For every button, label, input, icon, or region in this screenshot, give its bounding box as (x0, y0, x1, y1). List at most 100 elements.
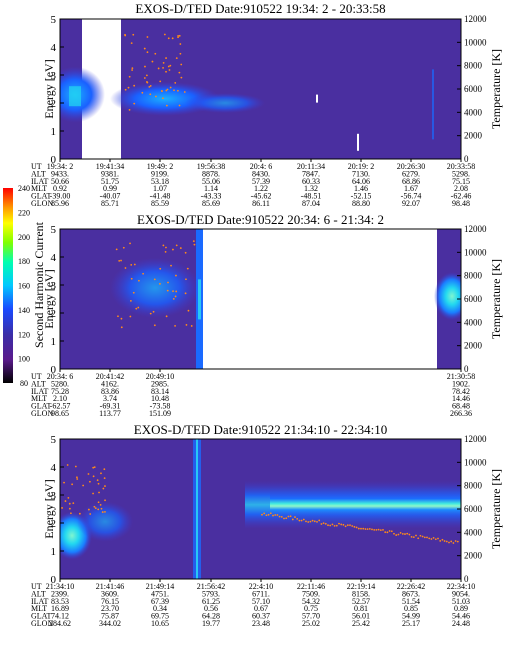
temperature-point (149, 312, 152, 315)
temperature-point (388, 530, 391, 532)
temperature-point (379, 529, 382, 531)
temperature-point (190, 325, 193, 327)
orbit-value: -48.51 (301, 192, 322, 201)
colorbar-tick-label: 160 (18, 282, 30, 291)
temperature-point (412, 536, 415, 539)
orbit-value: 61.25 (202, 597, 220, 606)
temperature-point (127, 86, 130, 89)
temperature-point (298, 519, 301, 522)
temperature-point (130, 277, 133, 280)
temperature-point (346, 524, 349, 527)
orbit-row-label: MLT (31, 394, 47, 403)
orbit-value: 83.14 (151, 387, 169, 396)
orbit-value: 8878. (202, 169, 220, 178)
temperature-point (179, 52, 182, 55)
y2-axis-label: Temperature [K] (489, 469, 503, 549)
temperature-point (177, 34, 180, 37)
orbit-row-label: GLON (31, 409, 53, 418)
orbit-value: -41.48 (150, 192, 171, 201)
temperature-point (146, 51, 149, 54)
y-axis-tick-label: 3 (51, 280, 57, 292)
temperature-point (124, 267, 127, 269)
temperature-point (344, 525, 347, 528)
spectral-intensity-blob (185, 93, 265, 113)
temperature-point (162, 97, 164, 100)
orbit-value: 92.07 (402, 199, 420, 208)
orbit-value: 54.99 (402, 612, 420, 621)
orbit-value: 53.18 (151, 177, 169, 186)
orbit-row-label: ALT (31, 589, 46, 598)
temperature-point (419, 534, 422, 537)
temperature-point (129, 242, 131, 245)
y2-axis-tick-label: 10000 (464, 457, 487, 467)
orbit-value: 57.70 (302, 612, 320, 621)
orbit-value: 9199. (151, 169, 169, 178)
temperature-point (175, 244, 178, 247)
temperature-point (71, 483, 74, 486)
temperature-point (187, 309, 190, 312)
orbit-value: 75.28 (51, 387, 69, 396)
temperature-point (183, 91, 186, 93)
orbit-value: 64.06 (352, 177, 370, 186)
temperature-point (329, 524, 332, 527)
orbit-value: 3609. (101, 589, 119, 598)
orbit-value: 0.99 (103, 184, 117, 193)
colorbar-tick-label: 220 (18, 208, 30, 217)
orbit-value: 68.86 (402, 177, 420, 186)
temperature-point (174, 295, 177, 298)
temperature-point (61, 507, 63, 509)
orbit-value: 21:49:14 (146, 582, 174, 591)
spectrogram-panel-3: EXOS-D/TED Date:910522 21:34:10 - 22:34:… (31, 422, 503, 628)
temperature-point (437, 537, 439, 540)
orbit-value: 60.33 (302, 177, 320, 186)
y-axis-tick-label: 1 (51, 546, 57, 558)
spectral-intensity-streak (196, 439, 198, 579)
data-gap (316, 94, 318, 103)
orbit-value: 1.22 (254, 184, 268, 193)
orbit-value: -69.31 (100, 402, 121, 411)
y2-axis-tick-label: 12000 (464, 224, 487, 234)
temperature-point (397, 533, 400, 536)
temperature-point (153, 278, 156, 281)
orbit-value: 20:49:10 (146, 372, 174, 381)
temperature-point (64, 500, 67, 502)
temperature-point (168, 69, 171, 71)
temperature-point (128, 108, 131, 111)
colorbar-tick-label: 240 (18, 184, 30, 193)
temperature-point (454, 540, 457, 542)
temperature-point (146, 36, 149, 38)
orbit-row-label: ALT (31, 169, 46, 178)
panel-title: EXOS-D/TED Date:910522 20:34: 6 - 21:34:… (137, 212, 384, 227)
temperature-point (333, 524, 336, 527)
orbit-value: 19:49: 2 (147, 162, 173, 171)
temperature-point (417, 537, 420, 540)
temperature-point (161, 90, 163, 93)
temperature-point (357, 527, 360, 530)
temperature-point (178, 34, 181, 37)
orbit-value: 0.92 (53, 184, 67, 193)
y2-axis-tick-label: 10000 (464, 247, 487, 257)
temperature-point (165, 246, 167, 249)
orbit-value: 8430. (252, 169, 270, 178)
orbit-value: 25.42 (352, 619, 370, 628)
temperature-point (76, 478, 79, 480)
orbit-value: 88.80 (352, 199, 370, 208)
temperature-point (171, 37, 174, 40)
temperature-point (186, 267, 189, 270)
orbit-row-label: GLAT (31, 402, 52, 411)
orbit-row-label: MLT (31, 184, 47, 193)
temperature-point (445, 540, 448, 543)
orbit-value: 85.96 (51, 199, 69, 208)
temperature-point (166, 88, 169, 91)
orbit-value: 7509. (302, 589, 320, 598)
orbit-value: 19.77 (202, 619, 220, 628)
orbit-value: 85.59 (151, 199, 169, 208)
colorbar-scale (3, 188, 13, 383)
y2-axis-tick-label: 0 (464, 154, 469, 164)
y2-axis-tick-label: 12000 (464, 14, 487, 24)
orbit-value: 151.09 (149, 409, 171, 418)
temperature-point (133, 84, 136, 87)
y-axis-tick-label: 2 (51, 518, 57, 530)
